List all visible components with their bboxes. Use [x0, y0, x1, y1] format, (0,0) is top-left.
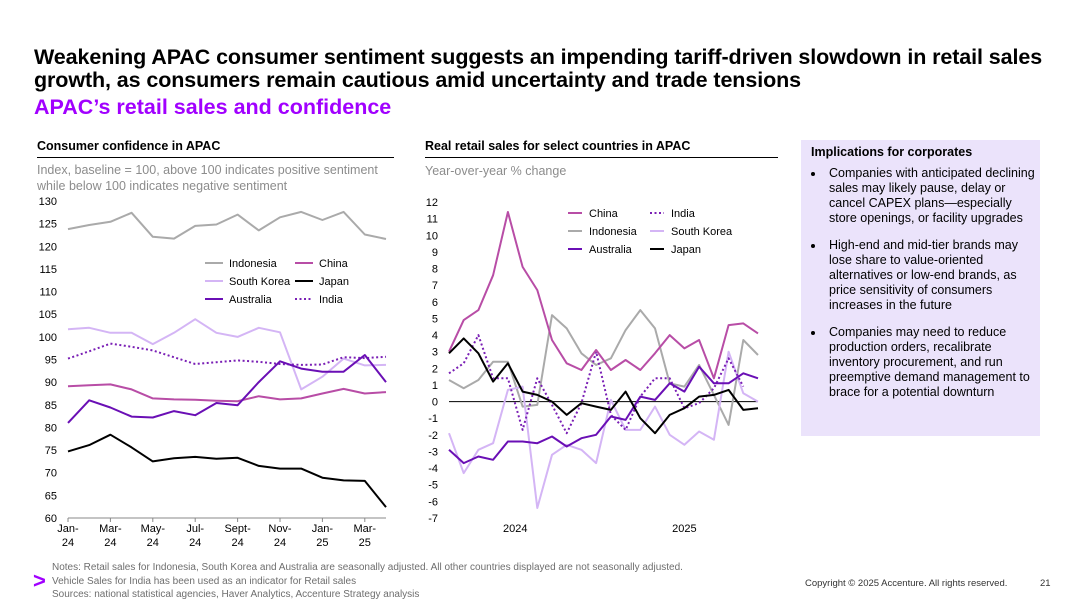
left-chart-rule	[37, 157, 394, 158]
x-tick-label: Jan-	[312, 523, 334, 535]
notes-line-1: Notes: Retail sales for Indonesia, South…	[52, 562, 683, 573]
x-tick-label: 24	[189, 537, 201, 549]
x-tick-label: 25	[316, 537, 328, 549]
series-line-south_korea	[67, 318, 387, 391]
right-chart-subtitle: Year-over-year % change	[425, 164, 567, 178]
x-tick-label: Sept-	[224, 523, 251, 535]
y-tick-label: -2	[428, 430, 438, 442]
x-tick-label: 25	[359, 537, 371, 549]
y-tick-label: 60	[45, 513, 57, 525]
implications-title: Implications for corporates	[811, 145, 973, 159]
y-tick-label: 5	[432, 313, 438, 325]
y-tick-label: 7	[432, 280, 438, 292]
page-title: Weakening APAC consumer sentiment sugges…	[34, 45, 1043, 92]
series-line-india	[67, 342, 387, 366]
y-tick-label: 80	[45, 422, 57, 434]
legend-label-indonesia: Indonesia	[589, 226, 638, 238]
y-tick-label: 95	[45, 355, 57, 367]
series-line-china	[67, 383, 387, 403]
y-tick-label: 75	[45, 445, 57, 457]
y-tick-label: 4	[432, 330, 438, 342]
x-tick-label: 24	[62, 537, 74, 549]
y-tick-label: -7	[428, 513, 438, 525]
x-tick-label: 24	[231, 537, 243, 549]
y-tick-label: 110	[39, 287, 57, 299]
y-tick-label: -6	[428, 496, 438, 508]
y-tick-label: 6	[432, 297, 438, 309]
right-chart-title: Real retail sales for select countries i…	[425, 139, 691, 153]
y-tick-label: 9	[432, 247, 438, 259]
implication-item: Companies may need to reduce production …	[825, 325, 1037, 400]
y-tick-label: -1	[428, 413, 438, 425]
y-tick-label: 10	[426, 230, 438, 242]
page-number: 21	[1040, 578, 1051, 589]
x-tick-label: Jan-	[57, 523, 79, 535]
y-tick-label: -3	[428, 446, 438, 458]
legend-label-australia: Australia	[229, 294, 273, 306]
series-line-india	[448, 334, 745, 435]
y-tick-label: -4	[428, 463, 438, 475]
y-tick-label: 65	[45, 490, 57, 502]
footnotes: Notes: Retail sales for Indonesia, South…	[52, 561, 772, 602]
y-tick-label: 85	[45, 400, 57, 412]
y-tick-label: 2	[432, 363, 438, 375]
x-tick-label: May-	[141, 523, 166, 535]
x-tick-label: Nov-	[268, 523, 292, 535]
legend-label-japan: Japan	[671, 244, 701, 256]
y-tick-label: 3	[432, 347, 438, 359]
y-tick-label: 70	[45, 468, 57, 480]
series-line-indonesia	[67, 210, 387, 240]
y-tick-label: 12	[426, 197, 438, 209]
legend-label-south_korea: South Korea	[671, 226, 733, 238]
page-subtitle: APAC’s retail sales and confidence	[34, 95, 392, 119]
consumer-confidence-chart: 60 65 70 75 80 85 90 95 100 105 110 115 120 125 130 Jan…	[39, 196, 387, 549]
y-tick-label: 11	[427, 214, 438, 226]
legend-label-india: India	[671, 208, 696, 220]
y-tick-label: 1	[432, 380, 438, 392]
series-line-china	[448, 211, 759, 380]
implications-list: Companies with anticipated declining sal…	[807, 166, 1037, 412]
series-line-japan	[448, 337, 759, 435]
y-tick-label: 100	[39, 332, 57, 344]
implication-item: High-end and mid-tier brands may lose sh…	[825, 238, 1037, 313]
implications-panel: Implications for corporates Companies wi…	[801, 140, 1040, 436]
right-chart-rule	[425, 157, 778, 158]
y-tick-label: 90	[45, 377, 57, 389]
x-tick-label: Mar-	[353, 523, 376, 535]
series-line-south_korea	[448, 350, 759, 509]
legend-label-indonesia: Indonesia	[229, 258, 278, 270]
series-line-australia	[448, 365, 759, 465]
notes-line-2: Vehicle Sales for India has been used as…	[52, 575, 357, 587]
left-chart-title: Consumer confidence in APAC	[37, 139, 221, 153]
x-tick-label: 24	[104, 537, 116, 549]
legend-label-south_korea: South Korea	[229, 276, 291, 288]
y-tick-label: 8	[432, 264, 438, 276]
x-tick-label: 24	[147, 537, 159, 549]
legend-label-china: China	[589, 208, 619, 220]
y-tick-label: 0	[432, 397, 438, 409]
legend-label-china: China	[319, 258, 349, 270]
series-line-australia	[67, 354, 387, 424]
y-tick-label: 105	[39, 309, 57, 321]
sources-line: Sources: national statistical agencies, …	[52, 589, 420, 600]
x-tick-label: Jul-	[186, 523, 204, 535]
x-tick-label: 2024	[503, 523, 527, 535]
legend-label-australia: Australia	[589, 244, 633, 256]
y-tick-label: 130	[39, 196, 57, 208]
y-tick-label: 115	[39, 264, 57, 276]
series-line-japan	[67, 433, 387, 508]
y-tick-label: -5	[428, 480, 438, 492]
implication-item: Companies with anticipated declining sal…	[825, 166, 1037, 226]
x-tick-label: 24	[274, 537, 286, 549]
legend-label-india: India	[319, 294, 344, 306]
x-tick-label: Mar-	[99, 523, 122, 535]
y-tick-label: 125	[39, 219, 57, 231]
legend-label-japan: Japan	[319, 276, 349, 288]
left-chart-subtitle: Index, baseline = 100, above 100 indicat…	[37, 163, 378, 193]
accenture-logo-icon: >	[33, 568, 46, 593]
y-tick-label: 120	[39, 241, 57, 253]
copyright: Copyright © 2025 Accenture. All rights r…	[805, 578, 1008, 589]
x-tick-label: 2025	[672, 523, 696, 535]
